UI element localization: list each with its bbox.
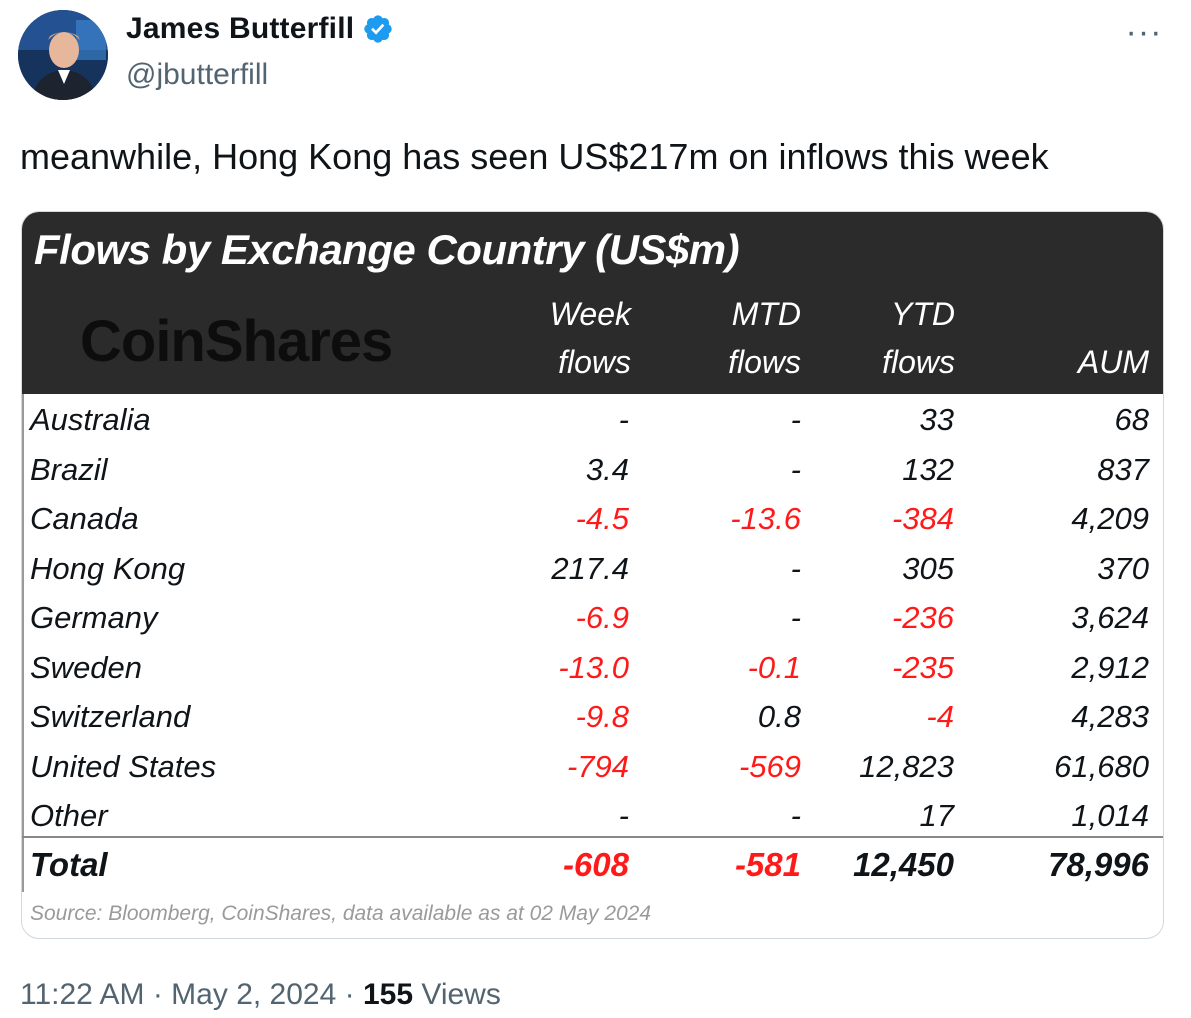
cell-aum: 370 <box>1097 550 1149 586</box>
table-row: Other - - 17 1,014 <box>22 790 1163 840</box>
table-left-border <box>22 394 24 892</box>
table-row: Sweden -13.0 -0.1 -235 2,912 <box>22 642 1163 692</box>
views-label: Views <box>413 978 501 1011</box>
cell-mtd: -569 <box>738 748 801 784</box>
cell-country: Switzerland <box>30 699 191 734</box>
verified-badge-icon <box>364 15 392 43</box>
cell-mtd: 0.8 <box>757 699 801 734</box>
cell-country: Sweden <box>30 649 143 685</box>
cell-week: -6.9 <box>575 600 629 635</box>
cell-ytd: 17 <box>919 798 954 833</box>
cell-mtd: - <box>790 550 801 586</box>
tweet-text: meanwhile, Hong Kong has seen US$217m on… <box>20 136 1049 177</box>
cell-ytd: -236 <box>891 600 954 635</box>
total-label: Total <box>30 846 108 883</box>
cell-aum: 4,283 <box>1071 699 1149 734</box>
avatar[interactable] <box>18 10 108 100</box>
table-row: Canada -4.5 -13.6 -384 4,209 <box>22 493 1163 543</box>
table-row: Hong Kong 217.4 - 305 370 <box>22 543 1163 593</box>
column-header-aum: AUM <box>1077 344 1149 380</box>
cell-country: Canada <box>30 501 139 536</box>
cell-week: 217.4 <box>551 550 629 586</box>
cell-week: - <box>618 798 629 833</box>
cell-mtd: - <box>790 402 801 437</box>
cell-mtd: -0.1 <box>747 649 801 685</box>
total-aum: 78,996 <box>1048 846 1149 883</box>
cell-country: Hong Kong <box>30 550 186 586</box>
total-ytd: 12,450 <box>853 846 954 883</box>
cell-mtd: -13.6 <box>730 501 801 536</box>
cell-aum: 3,624 <box>1071 600 1149 635</box>
table-total-row: Total -608 -581 12,450 78,996 <box>22 840 1163 892</box>
cell-ytd: 305 <box>902 550 954 586</box>
cell-ytd: -235 <box>891 649 954 685</box>
cell-aum: 1,014 <box>1071 798 1149 833</box>
cell-country: Germany <box>30 600 158 635</box>
total-separator <box>22 836 1163 838</box>
cell-mtd: - <box>790 600 801 635</box>
cell-week: -13.0 <box>558 649 629 685</box>
cell-country: Other <box>30 798 108 833</box>
cell-aum: 68 <box>1114 402 1149 437</box>
table-row: United States -794 -569 12,823 61,680 <box>22 741 1163 791</box>
tweet-image-card[interactable]: Flows by Exchange Country (US$m) CoinSha… <box>21 211 1164 939</box>
cell-country: United States <box>30 748 217 784</box>
table-title: Flows by Exchange Country (US$m) <box>34 226 740 273</box>
column-header-week: Week flows <box>549 296 631 380</box>
cell-ytd: -384 <box>891 501 954 536</box>
cell-week: 3.4 <box>585 451 629 487</box>
cell-week: - <box>618 402 629 437</box>
cell-mtd: - <box>790 451 801 487</box>
author-name-row[interactable]: James Butterfill <box>126 12 394 46</box>
tweet-meta: 11:22 AM · May 2, 2024 · 155 Views <box>20 978 501 1012</box>
table-row: Brazil 3.4 - 132 837 <box>22 444 1163 494</box>
cell-ytd: 33 <box>919 402 954 437</box>
column-header-mtd: MTD flows <box>728 296 801 380</box>
table-header: Flows by Exchange Country (US$m) CoinSha… <box>22 212 1163 394</box>
column-header-ytd: YTD flows <box>882 296 955 380</box>
author-handle[interactable]: @jbutterfill <box>126 58 269 91</box>
cell-mtd: - <box>790 798 801 833</box>
cell-aum: 2,912 <box>1071 649 1149 685</box>
table-row: Switzerland -9.8 0.8 -4 4,283 <box>22 691 1163 741</box>
views-count: 155 <box>362 978 414 1011</box>
cell-week: -794 <box>566 748 629 784</box>
author-name[interactable]: James Butterfill <box>126 12 355 45</box>
cell-week: -9.8 <box>575 699 629 734</box>
table-body: Australia - - 33 68 Brazil 3.4 - 132 837 Canada -4.… <box>22 394 1163 840</box>
more-options-icon[interactable]: ··· <box>1125 12 1163 51</box>
cell-aum: 4,209 <box>1071 501 1149 536</box>
cell-week: -4.5 <box>575 501 629 536</box>
cell-country: Brazil <box>30 451 108 487</box>
cell-ytd: 132 <box>902 451 954 487</box>
tweet-timestamp[interactable]: 11:22 AM · May 2, 2024 · <box>20 978 363 1011</box>
cell-country: Australia <box>30 402 151 437</box>
table-source: Source: Bloomberg, CoinShares, data avai… <box>30 902 652 925</box>
cell-aum: 61,680 <box>1054 748 1149 784</box>
cell-ytd: -4 <box>926 699 954 734</box>
table-row: Australia - - 33 68 <box>22 394 1163 444</box>
total-mtd: -581 <box>734 846 801 883</box>
total-week: -608 <box>562 846 629 883</box>
cell-ytd: 12,823 <box>859 748 954 784</box>
cell-aum: 837 <box>1097 451 1149 487</box>
coinshares-logo: CoinShares <box>80 309 393 374</box>
table-row: Germany -6.9 - -236 3,624 <box>22 592 1163 642</box>
